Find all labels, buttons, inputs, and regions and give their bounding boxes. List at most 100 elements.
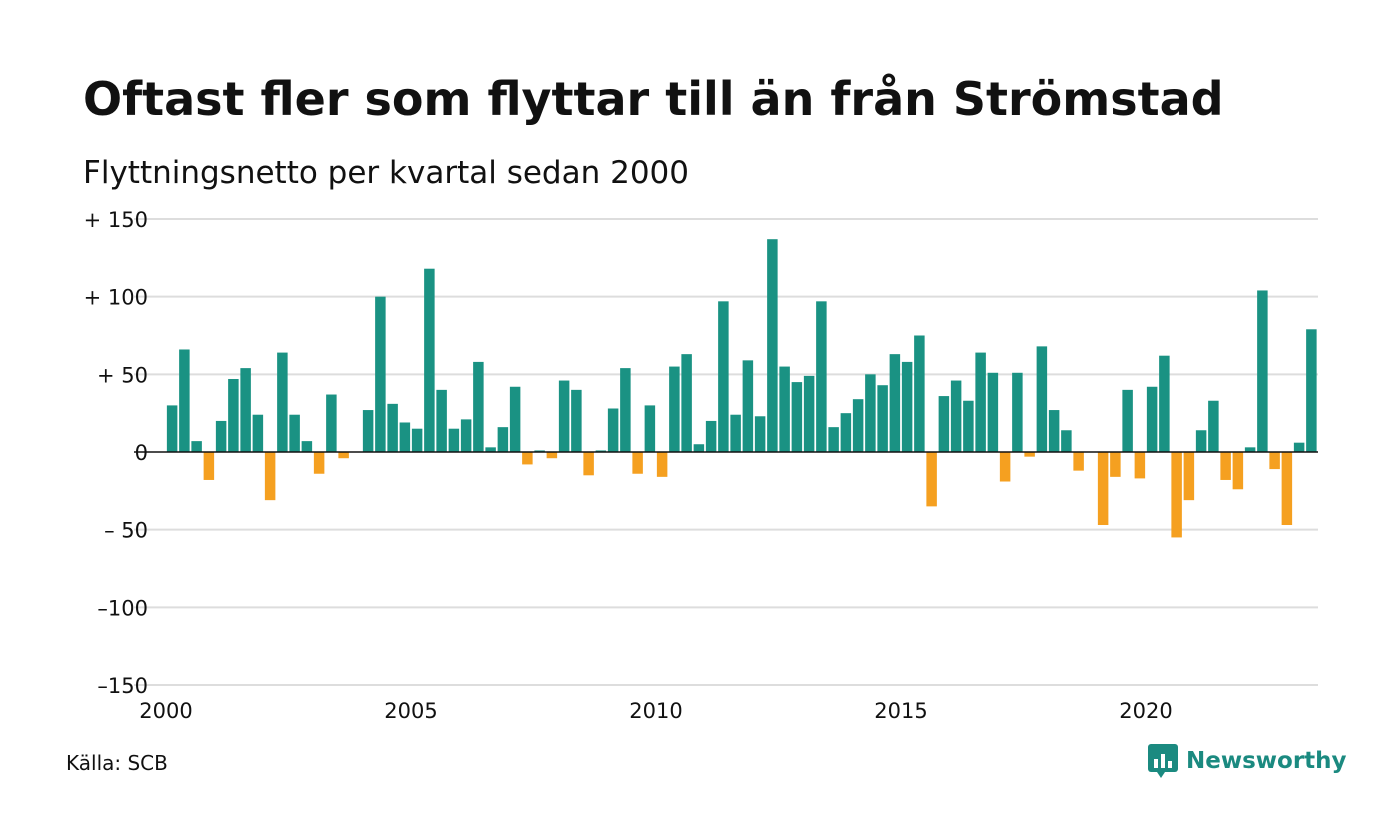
bar xyxy=(534,450,545,452)
bar xyxy=(1012,372,1023,452)
bar xyxy=(1146,386,1158,452)
bar xyxy=(252,414,264,452)
bar xyxy=(914,335,925,452)
bar xyxy=(228,378,239,452)
bar xyxy=(497,427,509,452)
bar xyxy=(179,349,190,452)
bar xyxy=(166,405,178,452)
bar xyxy=(963,400,974,452)
bar xyxy=(1122,389,1133,452)
source-note: Källa: SCB xyxy=(66,751,168,775)
bar xyxy=(938,396,950,452)
bar xyxy=(448,428,460,452)
bar xyxy=(1061,430,1072,452)
bar xyxy=(375,296,386,452)
bar xyxy=(203,452,215,480)
y-tick-label: –100 xyxy=(97,596,148,620)
bar xyxy=(387,403,398,452)
bar xyxy=(1134,452,1146,479)
bar xyxy=(1159,355,1170,452)
bar xyxy=(816,301,827,452)
bar xyxy=(1208,400,1219,452)
bar xyxy=(718,301,729,452)
chart-subtitle: Flyttningsnetto per kvartal sedan 2000 xyxy=(83,155,689,191)
newsworthy-logo-text: Newsworthy xyxy=(1186,748,1347,774)
bar xyxy=(436,389,447,452)
bar xyxy=(571,389,582,452)
chart-title: Oftast fler som flyttar till än från Str… xyxy=(83,72,1224,126)
bar xyxy=(828,427,839,452)
bar xyxy=(656,452,668,477)
bar xyxy=(1293,442,1305,452)
bar xyxy=(779,366,790,452)
bar xyxy=(546,452,558,459)
bar xyxy=(754,416,766,452)
bar xyxy=(399,422,411,452)
bar xyxy=(1306,329,1317,452)
bar xyxy=(803,375,815,452)
bar xyxy=(669,366,680,452)
bar xyxy=(1048,410,1060,452)
y-tick-label: 0 xyxy=(135,441,148,465)
bar xyxy=(901,361,913,452)
bar xyxy=(926,452,937,507)
bar xyxy=(424,268,435,452)
bar xyxy=(852,399,864,452)
bar xyxy=(411,428,423,452)
bar xyxy=(277,352,288,452)
bar-chart: + 150 + 100 + 50 0 – 50 –100 –150 2000 2005 2010… xyxy=(84,208,1318,723)
bar xyxy=(1036,346,1048,452)
y-tick-label: + 50 xyxy=(97,363,148,387)
bar xyxy=(1269,452,1280,470)
bar xyxy=(791,382,803,452)
bar xyxy=(693,444,705,452)
bar xyxy=(950,380,962,452)
bar xyxy=(632,452,643,474)
bar xyxy=(1171,452,1182,538)
bar xyxy=(313,452,325,474)
bar xyxy=(730,414,741,452)
bar xyxy=(301,441,313,452)
bar xyxy=(1220,452,1231,480)
bar xyxy=(264,452,276,501)
bar xyxy=(473,361,484,452)
bar xyxy=(485,447,496,452)
bar xyxy=(1257,290,1268,452)
x-tick-label: 2010 xyxy=(629,699,682,723)
bar xyxy=(1195,430,1207,452)
bar xyxy=(999,452,1011,482)
bar xyxy=(644,405,656,452)
bar xyxy=(289,414,300,452)
bar xyxy=(742,360,754,452)
bar xyxy=(975,352,986,452)
bar xyxy=(877,385,888,452)
bar xyxy=(1232,452,1244,490)
bar xyxy=(509,386,521,452)
bar xyxy=(767,239,778,452)
bar xyxy=(620,368,631,452)
bar xyxy=(607,408,619,452)
x-tick-label: 2020 xyxy=(1119,699,1172,723)
y-tick-label: –150 xyxy=(97,674,148,698)
bar xyxy=(705,420,717,452)
bar xyxy=(1024,452,1035,457)
bar xyxy=(1110,452,1121,477)
bar xyxy=(1281,452,1293,526)
y-tick-label: + 100 xyxy=(84,286,148,310)
x-tick-label: 2005 xyxy=(384,699,437,723)
bar xyxy=(987,372,999,452)
bar xyxy=(865,374,876,452)
newsworthy-logo: Newsworthy xyxy=(1148,744,1347,778)
newsworthy-logo-icon xyxy=(1148,744,1178,778)
bar xyxy=(1073,452,1084,471)
x-tick-label: 2015 xyxy=(874,699,927,723)
bar xyxy=(583,452,594,476)
x-tick-label: 2000 xyxy=(139,699,192,723)
bar xyxy=(215,420,227,452)
bar xyxy=(1244,447,1256,452)
bar xyxy=(362,410,374,452)
bar xyxy=(681,354,692,452)
bar xyxy=(326,394,337,452)
bars xyxy=(166,239,1317,538)
x-axis-tick-labels: 2000 2005 2010 2015 2020 xyxy=(139,699,1172,723)
